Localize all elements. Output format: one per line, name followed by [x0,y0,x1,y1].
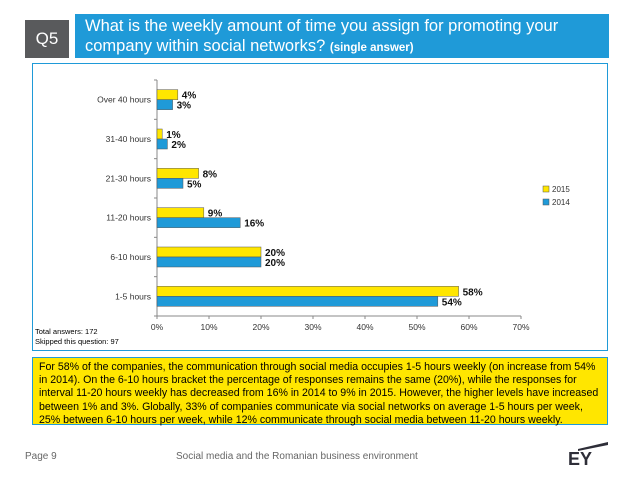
x-tick-label: 60% [460,322,477,332]
category-label: 1-5 hours [115,291,151,301]
data-label-2015: 20% [265,248,285,259]
summary-box: For 58% of the companies, the communicat… [32,357,608,426]
legend-swatch-2015 [542,185,550,193]
bar-2014 [156,178,184,189]
x-tick-label: 40% [356,322,373,332]
data-label-2015: 4% [182,91,197,102]
data-label-2015: 9% [208,209,223,220]
data-label-2014: 16% [244,219,264,230]
footer-title: Social media and the Romanian business e… [176,451,418,462]
legend-label: 2014 [552,198,570,207]
question-number-badge: Q5 [25,20,69,58]
category-label: 21-30 hours [106,173,151,183]
bar-2014 [156,217,241,228]
chart-panel: Over 40 hours 31-40 hours 21-30 hours 11-20… [32,63,608,351]
category-label: 11-20 hours [106,213,151,223]
category-label: 6-10 hours [110,252,151,262]
category-label: Over 40 hours [97,95,151,105]
legend-swatch-2014 [542,198,550,206]
x-tick-label: 10% [200,322,217,332]
bar-2014 [156,296,439,307]
bar-chart: Over 40 hours 31-40 hours 21-30 hours 11-20… [97,79,570,332]
x-tick-label: 30% [304,322,321,332]
data-label-2015: 58% [463,287,483,298]
x-tick-label: 0% [151,322,164,332]
x-tick-label: 50% [408,322,425,332]
data-label-2015: 8% [203,169,218,180]
response-notes: Total answers: 172 Skipped this question… [35,327,119,346]
data-label-2014: 20% [265,258,285,269]
ey-logo-text: EY [568,449,592,466]
data-label-2014: 54% [442,297,462,308]
ey-logo-beam [578,442,608,451]
bar-2015 [156,246,262,258]
bar-2014 [156,256,262,268]
bar-2015 [156,286,459,297]
data-label-2014: 3% [177,101,192,112]
bar-2015 [156,168,199,179]
category-label: 31-40 hours [106,134,151,144]
answer-type-note: (single answer) [329,42,414,54]
x-tick-label: 20% [252,322,269,332]
bar-2015 [156,128,163,140]
x-tick-label: 70% [512,322,529,332]
skipped-note: Skipped this question: 97 [35,336,119,346]
bar-2014 [156,99,173,110]
total-answers-note: Total answers: 172 [35,327,98,336]
ey-logo: EY [568,442,610,466]
bar-2015 [156,89,179,100]
data-label-2014: 5% [187,179,202,190]
page-number: Page 9 [25,451,57,462]
bar-2015 [156,207,205,218]
data-label-2014: 2% [171,140,186,151]
question-title: What is the weekly amount of time you as… [75,14,609,58]
legend-label: 2015 [552,185,570,194]
bar-2014 [156,138,168,150]
data-label-2015: 1% [166,130,181,141]
question-text: What is the weekly amount of time you as… [85,17,559,55]
